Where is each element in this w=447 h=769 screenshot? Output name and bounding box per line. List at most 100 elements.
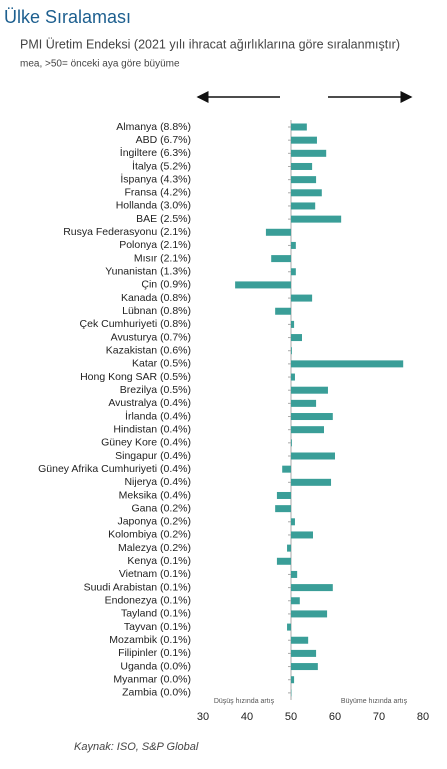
y-tick-label: Mısır (2.1%) [134,252,191,264]
y-tick-label: Singapur (0.4%) [115,450,191,462]
bar [291,426,324,434]
y-tick-label: Avusturya (0.7%) [111,331,191,343]
bar [291,676,295,684]
bar [291,202,316,210]
y-tick-label: Kolombiya (0.2%) [108,529,191,541]
bar [291,373,295,381]
x-tick-label: 50 [285,711,297,723]
bar [275,505,291,513]
bar [291,413,333,421]
y-tick-label: Malezya (0.2%) [118,542,191,554]
bar [291,518,295,526]
y-tick-label: Güney Afrika Cumhuriyeti (0.4%) [38,463,191,475]
y-tick-label: Lübnan (0.8%) [122,305,191,317]
bar [287,623,291,631]
bar [291,294,313,302]
y-tick-label: İtalya (5.2%) [132,159,191,172]
x-tick-label: 60 [329,711,341,723]
bar [291,531,313,539]
y-tick-label: Meksika (0.4%) [119,489,191,501]
bar [291,347,292,355]
bar [291,268,296,276]
y-tick-label: Kanada (0.8%) [121,292,191,304]
bar [291,649,317,657]
y-tick-label: Filipinler (0.1%) [118,647,191,659]
bar [291,636,309,644]
bar [291,241,296,249]
bar [291,189,322,197]
y-tick-label: Japonya (0.2%) [117,516,191,528]
bar [291,149,327,157]
subtitle: PMI Üretim Endeksi (2021 yılı ihracat ağ… [20,37,400,51]
bar [291,663,318,671]
y-tick-label: Hindistan (0.4%) [113,423,191,435]
bar [291,123,307,131]
y-tick-label: Polonya (2.1%) [119,239,191,251]
x-tick-label: 40 [241,711,253,723]
y-tick-label: ABD (6.7%) [136,134,191,146]
bar [291,176,317,184]
y-tick-label: İspanya (4.3%) [120,172,191,185]
y-tick-label: Hong Kong SAR (0.5%) [80,371,191,383]
bar [291,610,328,618]
x-tick-label: 30 [197,711,209,723]
y-tick-label: Kazakistan (0.6%) [106,345,191,357]
bar [291,360,404,368]
y-tick-label: Suudi Arabistan (0.1%) [84,581,191,593]
y-tick-label: Çin (0.9%) [141,279,191,291]
y-tick-label: Tayvan (0.1%) [124,621,191,633]
y-tick-label: Myanmar (0.0%) [113,674,191,686]
bar [282,465,291,473]
note: mea, >50= önceki aya göre büyüme [20,59,180,70]
y-tick-label: Fransa (4.2%) [124,187,191,199]
y-tick-label: Mozambik (0.1%) [109,634,191,646]
bar [291,570,298,578]
y-tick-label: Vietnam (0.1%) [119,568,191,580]
bar [235,281,291,289]
y-tick-label: BAE (2.5%) [136,213,191,225]
bar [291,439,292,447]
chart-title: Ülke Sıralaması [4,7,131,27]
bar [291,320,295,328]
y-tick-label: Almanya (8.8%) [116,121,191,133]
y-tick-label: Uganda (0.0%) [120,660,191,672]
y-tick-label: Zambia (0.0%) [122,687,191,699]
bar [287,544,291,552]
bar [275,307,291,315]
y-tick-label: Endonezya (0.1%) [105,595,191,607]
bar [291,162,313,170]
y-tick-label: Kenya (0.1%) [127,555,191,567]
y-tick-label: Rusya Federasyonu (2.1%) [63,226,191,238]
bar [291,584,333,592]
bar [271,255,291,263]
bar [265,228,291,236]
y-tick-label: Çek Cumhuriyeti (0.8%) [80,318,191,330]
y-tick-label: Hollanda (3.0%) [116,200,191,212]
y-tick-label: İngiltere (6.3%) [120,146,191,159]
bar [291,334,302,342]
y-tick-label: Güney Kore (0.4%) [101,437,191,449]
y-tick-label: Avustralya (0.4%) [108,397,191,409]
bar [291,136,317,144]
bar [291,386,328,394]
y-tick-label: Tayland (0.1%) [121,608,191,620]
annotation: Düşüş hızında artış [214,698,275,705]
x-tick-label: 70 [373,711,385,723]
source: Kaynak: ISO, S&P Global [74,741,199,753]
bar [276,491,291,499]
y-tick-label: İrlanda (0.4%) [125,409,191,422]
y-tick-label: Yunanistan (1.3%) [105,266,191,278]
bar [291,597,300,605]
x-tick-label: 80 [417,711,429,723]
bar [291,478,332,486]
y-tick-label: Brezilya (0.5%) [120,384,191,396]
y-tick-label: Nijerya (0.4%) [124,476,191,488]
bar [291,399,317,407]
y-tick-label: Gana (0.2%) [131,502,191,514]
bar [291,215,342,223]
bar [276,557,291,565]
y-tick-label: Katar (0.5%) [132,358,191,370]
bar [291,452,335,460]
annotation: Büyüme hızında artış [341,698,408,705]
